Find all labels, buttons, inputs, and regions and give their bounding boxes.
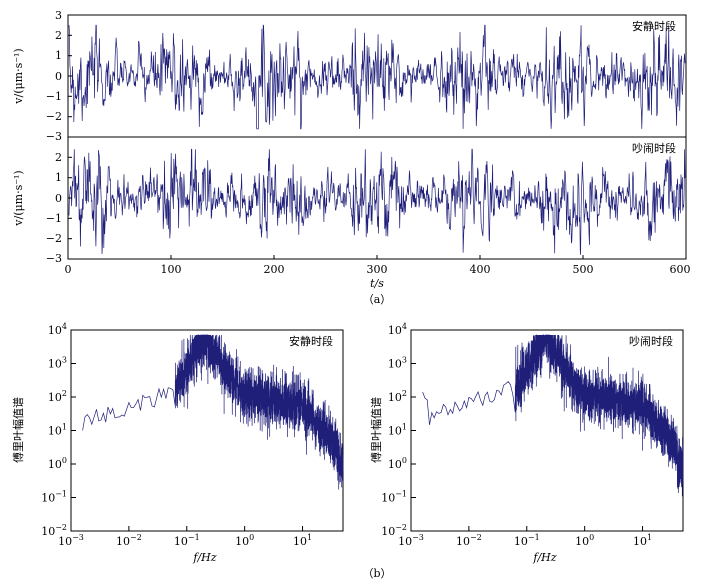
y-axis-label: v/(μm·s⁻¹)	[12, 48, 25, 104]
y-tick-label: 2	[55, 29, 62, 42]
y-axis-label: 傅里叶幅值谱	[369, 397, 383, 463]
y-tick-label: −1	[46, 90, 62, 103]
annotation-label: 吵闹时段	[629, 334, 673, 348]
y-tick-label: 101	[388, 423, 407, 438]
y-tick-label: 1	[55, 171, 62, 184]
x-tick-label: 0	[65, 263, 72, 276]
x-tick-label: 10−3	[58, 533, 84, 548]
spectrum-series-noisy	[422, 334, 684, 497]
annotation-label: 安静时段	[289, 334, 333, 348]
y-tick-label: −2	[46, 110, 62, 123]
x-tick-label: 400	[470, 263, 491, 276]
y-tick-label: 102	[48, 389, 67, 404]
annotation-label: 安静时段	[632, 19, 676, 33]
x-axis-label: f/Hz	[192, 551, 216, 564]
y-tick-label: 0	[55, 192, 62, 205]
y-tick-label: −3	[46, 252, 62, 265]
x-tick-label: 100	[235, 533, 254, 548]
y-axis: 2 1 0 −1 −2 −3	[46, 151, 72, 265]
y-tick-label: 104	[388, 322, 407, 337]
y-tick-label: 0	[55, 70, 62, 83]
velocity-series-quiet	[68, 24, 686, 130]
panel-b-right: 吵闹时段 10−3 10−2 10−1 100 10110−210−1100101102…	[369, 322, 684, 564]
y-tick-label: 10−1	[41, 490, 67, 505]
x-tick-label: 300	[367, 263, 388, 276]
y-tick-label: 100	[388, 456, 407, 471]
log-axes: 10−3 10−2 10−1 100 10110−210−110010110210310…	[381, 322, 652, 548]
x-tick-label: 10−2	[456, 533, 482, 548]
y-tick-label: 3	[55, 9, 62, 22]
x-tick-label: 100	[575, 533, 594, 548]
y-tick-label: −2	[46, 232, 62, 245]
x-tick-label: 100	[161, 263, 182, 276]
y-tick-label: 100	[48, 456, 67, 471]
x-tick-label: 600	[670, 263, 691, 276]
x-tick-label: 10−1	[514, 533, 540, 548]
panel-a-bottom: 吵闹时段 2 1 0 −1 −2 −3 v/(μm·s⁻¹) 0 100 200	[12, 136, 691, 290]
velocity-series-noisy	[68, 148, 686, 255]
caption-a: （a）	[363, 293, 392, 306]
y-tick-label: −1	[46, 212, 62, 225]
log-axes: 10−3 10−2 10−1 100 10110−210−110010110210310…	[41, 322, 312, 548]
panel-a-top: 安静时段 3 2 1 0 −1 −2 −3 v/(μm·s⁻¹)	[12, 9, 687, 143]
panel-b-left: 安静时段 10−3 10−2 10−1 100 10110−210−1100101102…	[11, 322, 344, 564]
y-tick-label: 1	[55, 49, 62, 62]
x-tick-label: 10−1	[174, 533, 200, 548]
x-tick-label: 200	[264, 263, 285, 276]
x-axis: 0 100 200 300 400 500 600	[65, 255, 691, 276]
y-tick-label: 103	[48, 356, 67, 371]
y-tick-label: 102	[388, 389, 407, 404]
x-tick-label: 101	[633, 533, 652, 548]
x-axis-label: f/Hz	[532, 551, 556, 564]
caption-b: （b）	[362, 567, 391, 580]
y-tick-label: −3	[46, 130, 62, 143]
plot-frame	[70, 329, 344, 532]
y-tick-label: 104	[48, 322, 67, 337]
y-axis-label: 傅里叶幅值谱	[11, 397, 25, 463]
x-tick-label: 500	[573, 263, 594, 276]
y-tick-label: 2	[55, 151, 62, 164]
annotation-label: 吵闹时段	[632, 141, 676, 155]
y-tick-label: 103	[388, 356, 407, 371]
y-axis-label: v/(μm·s⁻¹)	[12, 170, 25, 226]
spectrum-series-quiet	[82, 334, 344, 490]
x-axis-label: t/s	[370, 277, 384, 290]
x-tick-label: 10−3	[398, 533, 424, 548]
y-tick-label: 10−1	[381, 490, 407, 505]
x-tick-label: 10−2	[116, 533, 142, 548]
y-tick-label: 101	[48, 423, 67, 438]
y-axis: 3 2 1 0 −1 −2 −3	[46, 9, 72, 143]
x-tick-label: 101	[293, 533, 312, 548]
